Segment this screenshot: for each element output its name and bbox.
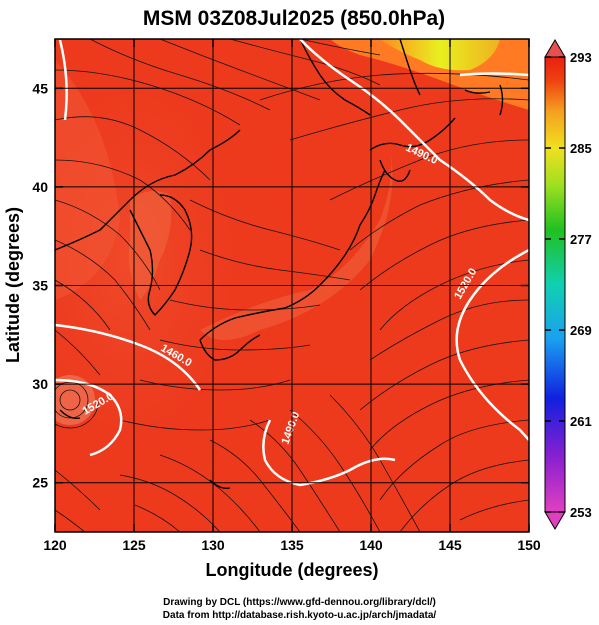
colorbar-bottom-arrow bbox=[544, 511, 566, 530]
x-tick-label: 125 bbox=[122, 537, 146, 553]
colorbar-top-arrow bbox=[544, 39, 566, 58]
x-tick-label: 150 bbox=[517, 537, 541, 553]
y-tick-label: 30 bbox=[32, 376, 48, 392]
colorbar: 293 285 277 269 261 253 bbox=[544, 39, 592, 530]
land-shading-china bbox=[55, 60, 120, 300]
colorbar-tick-label: 253 bbox=[570, 505, 592, 520]
land-shading-korea bbox=[128, 191, 172, 300]
y-axis: 25 30 35 40 45 bbox=[32, 80, 529, 491]
gridlines bbox=[55, 39, 529, 532]
colorbar-tick-label: 261 bbox=[570, 414, 592, 429]
cool-region-core bbox=[380, 39, 500, 71]
y-tick-label: 40 bbox=[32, 179, 48, 195]
x-tick-label: 130 bbox=[201, 537, 225, 553]
typhoon-core bbox=[55, 375, 95, 425]
y-tick-label: 25 bbox=[32, 475, 48, 491]
colorbar-tick-label: 277 bbox=[570, 232, 592, 247]
x-tick-label: 140 bbox=[359, 537, 383, 553]
y-axis-label: Latitude (degrees) bbox=[3, 207, 23, 363]
x-tick-label: 120 bbox=[43, 537, 67, 553]
colorbar-tick-label: 293 bbox=[570, 50, 592, 65]
chart-title: MSM 03Z08Jul2025 (850.0hPa) bbox=[143, 7, 445, 30]
height-contours bbox=[55, 39, 529, 487]
colorbar-tick-label: 285 bbox=[570, 141, 592, 156]
credit-drawing: Drawing by DCL (https://www.gfd-dennou.o… bbox=[163, 597, 436, 608]
x-tick-label: 145 bbox=[438, 537, 462, 553]
colorbar-bar bbox=[544, 56, 566, 513]
x-tick-label: 135 bbox=[280, 537, 304, 553]
colorbar-tick-label: 269 bbox=[570, 323, 592, 338]
y-tick-label: 35 bbox=[32, 278, 48, 294]
colorbar-ticks: 293 285 277 269 261 253 bbox=[545, 50, 592, 520]
x-axis-label: Longitude (degrees) bbox=[205, 560, 378, 580]
credit-data: Data from http://database.rish.kyoto-u.a… bbox=[162, 610, 437, 621]
plot-area: 1490.0 1520.0 1460.0 1520.0 1490.0 bbox=[55, 39, 529, 532]
x-axis: 120 125 130 135 140 145 150 bbox=[43, 39, 541, 553]
coastlines bbox=[55, 39, 504, 490]
y-tick-label: 45 bbox=[32, 80, 48, 96]
